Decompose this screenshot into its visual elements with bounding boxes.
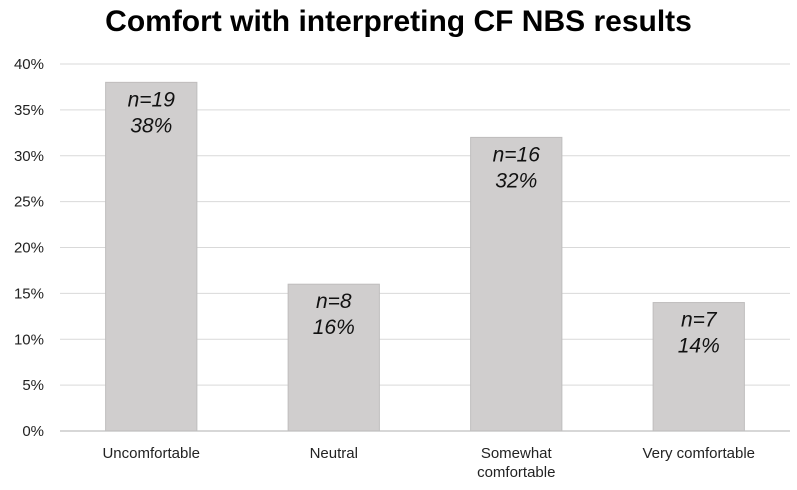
y-axis-ticks: 0% 5% 10% 15% 20% 25% 30% 35% 40% xyxy=(14,56,44,440)
y-tick-label: 20% xyxy=(14,240,44,257)
x-tick-label: comfortable xyxy=(477,464,555,481)
x-tick-label: Very comfortable xyxy=(642,445,755,462)
bar xyxy=(470,136,563,432)
y-tick-label: 35% xyxy=(14,102,44,119)
data-label: 14% xyxy=(678,335,720,358)
bar xyxy=(105,81,198,432)
data-labels: n=19 38% n=8 16% n=16 32% n=7 14% xyxy=(128,88,720,357)
y-tick-label: 30% xyxy=(14,148,44,165)
data-label: 32% xyxy=(495,169,537,192)
x-tick-label: Somewhat xyxy=(481,445,553,462)
chart-title: Comfort with interpreting CF NBS results xyxy=(105,5,692,38)
data-label: n=19 xyxy=(128,88,176,111)
y-tick-label: 5% xyxy=(22,377,44,394)
data-label: 16% xyxy=(313,316,355,339)
data-label: n=8 xyxy=(316,290,352,313)
data-label: n=7 xyxy=(681,309,718,332)
x-tick-label: Neutral xyxy=(310,445,358,462)
y-tick-label: 25% xyxy=(14,194,44,211)
y-tick-label: 0% xyxy=(22,423,44,440)
y-tick-label: 15% xyxy=(14,285,44,302)
category-labels: Uncomfortable Neutral Somewhat comfortable V… xyxy=(102,445,755,481)
bar xyxy=(287,283,380,432)
data-label: 38% xyxy=(130,114,172,137)
data-label: n=16 xyxy=(493,143,541,166)
x-tick-label: Uncomfortable xyxy=(102,445,200,462)
bar xyxy=(652,302,745,432)
y-tick-label: 10% xyxy=(14,331,44,348)
bars xyxy=(105,81,745,432)
y-tick-label: 40% xyxy=(14,56,44,73)
